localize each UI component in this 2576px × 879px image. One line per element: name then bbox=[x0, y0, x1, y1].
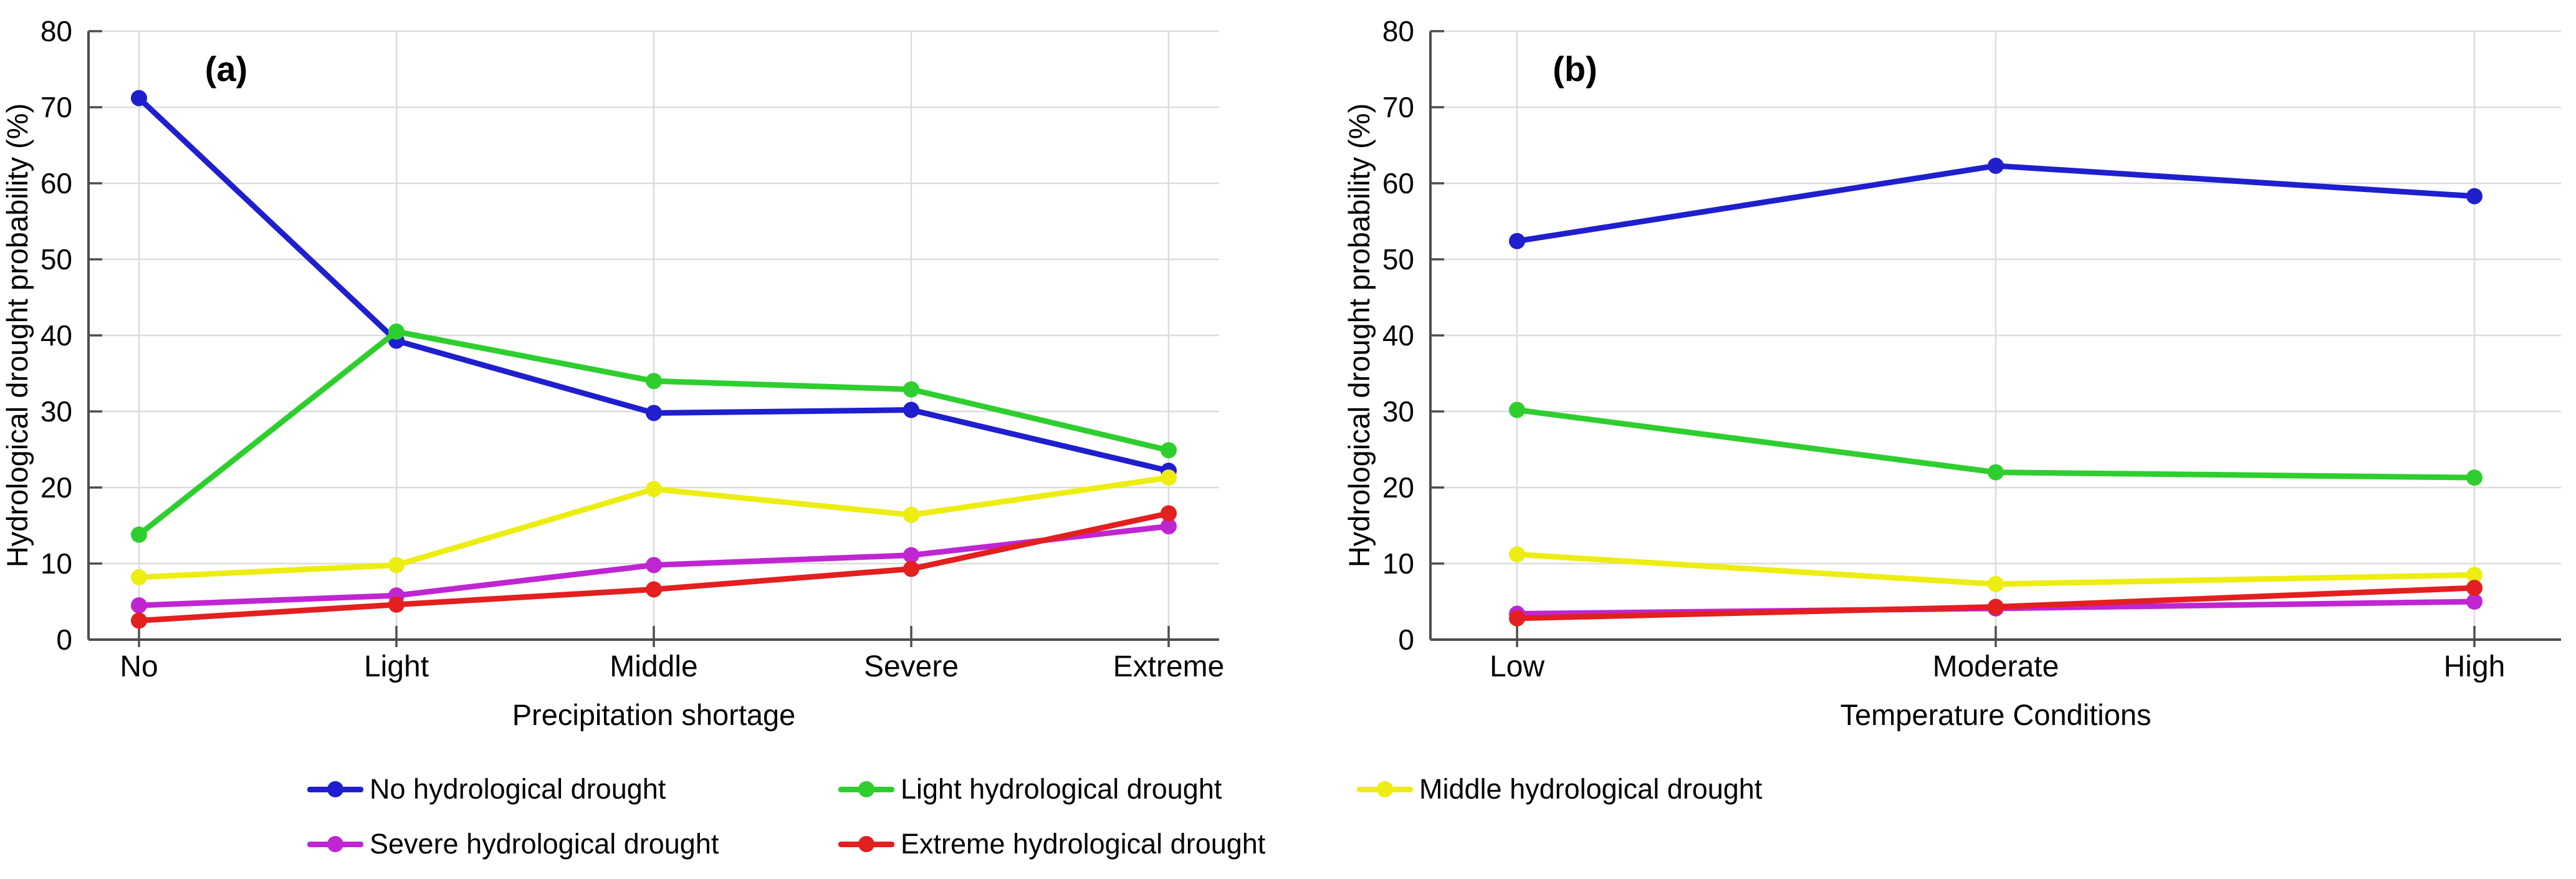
x-tick-label: Severe bbox=[864, 650, 959, 683]
y-axis-title: Hydrological drought probability (%) bbox=[1, 103, 34, 568]
data-point-severe-hydrological-drought bbox=[646, 557, 662, 574]
data-point-no-hydrological-drought bbox=[1988, 157, 2004, 174]
data-point-no-hydrological-drought bbox=[646, 405, 662, 421]
panel-a: 0 10 20 30 40 50 60 70 80 No Light Middle Severe Extr… bbox=[1, 15, 1224, 731]
data-point-severe-hydrological-drought bbox=[2466, 593, 2483, 610]
x-axis-title: Precipitation shortage bbox=[512, 698, 796, 731]
data-point-middle-hydrological-drought bbox=[1161, 469, 1177, 486]
x-tick-label: Middle bbox=[610, 650, 697, 683]
data-point-extreme-hydrological-drought bbox=[2466, 580, 2483, 597]
data-point-severe-hydrological-drought bbox=[1161, 518, 1177, 535]
data-point-light-hydrological-drought bbox=[131, 526, 147, 543]
data-point-middle-hydrological-drought bbox=[1509, 546, 1525, 563]
data-point-extreme-hydrological-drought bbox=[1509, 610, 1525, 627]
data-point-extreme-hydrological-drought bbox=[646, 581, 662, 598]
y-tick-label: 30 bbox=[1382, 395, 1414, 428]
y-tick-label: 30 bbox=[41, 395, 72, 428]
panel-letter-b: (b) bbox=[1553, 49, 1597, 89]
x-axis-title: Temperature Conditions bbox=[1841, 698, 2152, 731]
data-point-light-hydrological-drought bbox=[646, 373, 662, 390]
data-point-light-hydrological-drought bbox=[1161, 442, 1177, 459]
y-tick-label: 40 bbox=[1382, 319, 1414, 352]
y-tick-label: 80 bbox=[1382, 15, 1414, 47]
y-tick-label: 20 bbox=[1382, 471, 1414, 504]
y-tick-label: 40 bbox=[41, 319, 72, 352]
data-point-extreme-hydrological-drought bbox=[1161, 505, 1177, 522]
data-point-light-hydrological-drought bbox=[1509, 401, 1525, 418]
data-point-extreme-hydrological-drought bbox=[131, 612, 147, 629]
data-point-extreme-hydrological-drought bbox=[903, 560, 919, 577]
data-point-no-hydrological-drought bbox=[1509, 233, 1525, 249]
y-tick-label: 80 bbox=[41, 15, 72, 47]
x-tick-label: Extreme bbox=[1113, 650, 1225, 683]
y-tick-label: 70 bbox=[1382, 91, 1414, 123]
data-point-no-hydrological-drought bbox=[131, 90, 147, 107]
panel-b: 0 10 20 30 40 50 60 70 80 Low Moderate High Temperat… bbox=[1343, 15, 2561, 731]
x-tick-label: High bbox=[2444, 650, 2506, 683]
data-point-no-hydrological-drought bbox=[2466, 188, 2483, 204]
x-tick-label: Moderate bbox=[1933, 650, 2059, 683]
panel-letter-a: (a) bbox=[205, 49, 247, 89]
data-point-extreme-hydrological-drought bbox=[1988, 598, 2004, 615]
y-tick-label: 70 bbox=[41, 91, 72, 123]
y-tick-label: 50 bbox=[1382, 243, 1414, 276]
data-point-middle-hydrological-drought bbox=[646, 481, 662, 497]
y-tick-label: 50 bbox=[41, 243, 72, 276]
data-point-middle-hydrological-drought bbox=[1988, 575, 2004, 592]
x-tick-label: Low bbox=[1490, 650, 1544, 683]
data-point-middle-hydrological-drought bbox=[2466, 567, 2483, 584]
data-point-light-hydrological-drought bbox=[903, 381, 919, 398]
y-tick-label: 0 bbox=[1398, 623, 1414, 656]
y-tick-label: 10 bbox=[1382, 547, 1414, 580]
y-tick-label: 60 bbox=[1382, 167, 1414, 199]
data-point-light-hydrological-drought bbox=[388, 323, 405, 340]
data-point-middle-hydrological-drought bbox=[131, 569, 147, 585]
data-point-severe-hydrological-drought bbox=[131, 597, 147, 614]
y-tick-label: 20 bbox=[41, 471, 72, 504]
data-point-no-hydrological-drought bbox=[903, 401, 919, 418]
data-point-middle-hydrological-drought bbox=[388, 557, 405, 574]
x-tick-label: Light bbox=[364, 650, 429, 683]
y-tick-label: 10 bbox=[41, 547, 72, 580]
y-tick-label: 0 bbox=[56, 623, 72, 656]
y-axis-title: Hydrological drought probability (%) bbox=[1343, 103, 1376, 568]
data-point-light-hydrological-drought bbox=[2466, 469, 2483, 486]
data-point-light-hydrological-drought bbox=[1988, 464, 2004, 481]
data-point-middle-hydrological-drought bbox=[903, 506, 919, 523]
x-tick-label: No bbox=[120, 650, 158, 683]
data-point-severe-hydrological-drought bbox=[903, 547, 919, 564]
data-point-extreme-hydrological-drought bbox=[388, 596, 405, 613]
y-tick-label: 60 bbox=[41, 167, 72, 199]
